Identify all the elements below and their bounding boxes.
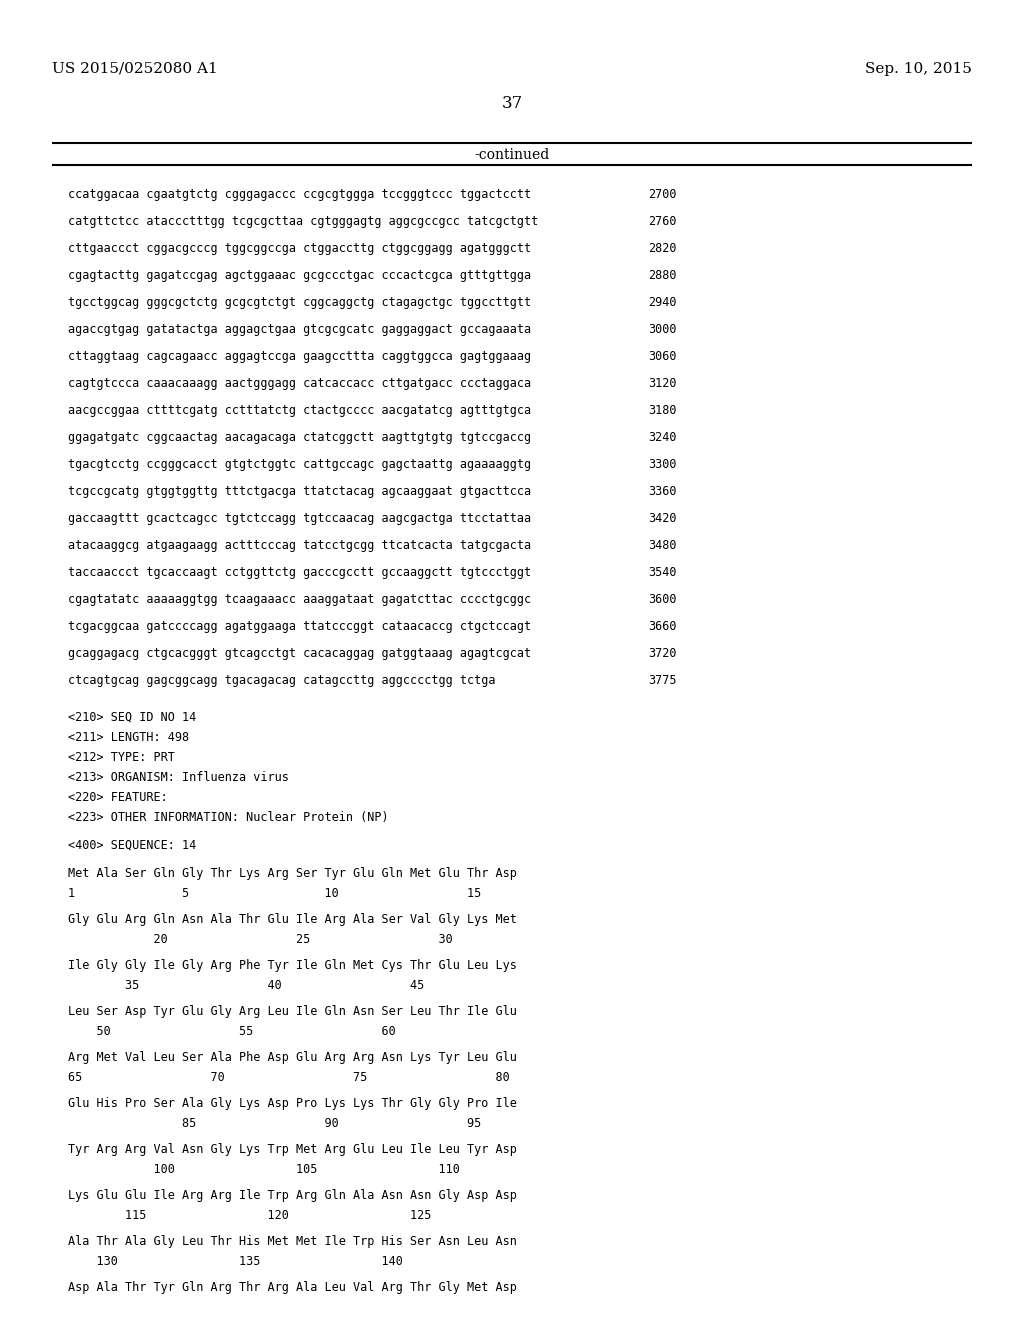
- Text: <220> FEATURE:: <220> FEATURE:: [68, 791, 168, 804]
- Text: 3000: 3000: [648, 323, 677, 337]
- Text: 20                  25                  30: 20 25 30: [68, 933, 453, 946]
- Text: <210> SEQ ID NO 14: <210> SEQ ID NO 14: [68, 711, 197, 723]
- Text: 3660: 3660: [648, 620, 677, 634]
- Text: <212> TYPE: PRT: <212> TYPE: PRT: [68, 751, 175, 764]
- Text: ggagatgatc cggcaactag aacagacaga ctatcggctt aagttgtgtg tgtccgaccg: ggagatgatc cggcaactag aacagacaga ctatcgg…: [68, 432, 531, 444]
- Text: Leu Ser Asp Tyr Glu Gly Arg Leu Ile Gln Asn Ser Leu Thr Ile Glu: Leu Ser Asp Tyr Glu Gly Arg Leu Ile Gln …: [68, 1005, 517, 1018]
- Text: 3240: 3240: [648, 432, 677, 444]
- Text: <213> ORGANISM: Influenza virus: <213> ORGANISM: Influenza virus: [68, 771, 289, 784]
- Text: Met Ala Ser Gln Gly Thr Lys Arg Ser Tyr Glu Gln Met Glu Thr Asp: Met Ala Ser Gln Gly Thr Lys Arg Ser Tyr …: [68, 867, 517, 880]
- Text: 3360: 3360: [648, 484, 677, 498]
- Text: 50                  55                  60: 50 55 60: [68, 1026, 395, 1038]
- Text: tgacgtcctg ccgggcacct gtgtctggtc cattgccagc gagctaattg agaaaaggtg: tgacgtcctg ccgggcacct gtgtctggtc cattgcc…: [68, 458, 531, 471]
- Text: <223> OTHER INFORMATION: Nuclear Protein (NP): <223> OTHER INFORMATION: Nuclear Protein…: [68, 810, 389, 824]
- Text: 65                  70                  75                  80: 65 70 75 80: [68, 1071, 510, 1084]
- Text: 2820: 2820: [648, 242, 677, 255]
- Text: 115                 120                 125: 115 120 125: [68, 1209, 431, 1222]
- Text: 85                  90                  95: 85 90 95: [68, 1117, 481, 1130]
- Text: Arg Met Val Leu Ser Ala Phe Asp Glu Arg Arg Asn Lys Tyr Leu Glu: Arg Met Val Leu Ser Ala Phe Asp Glu Arg …: [68, 1051, 517, 1064]
- Text: cgagtatatc aaaaaggtgg tcaagaaacc aaaggataat gagatcttac cccctgcggc: cgagtatatc aaaaaggtgg tcaagaaacc aaaggat…: [68, 593, 531, 606]
- Text: tcgccgcatg gtggtggttg tttctgacga ttatctacag agcaaggaat gtgacttcca: tcgccgcatg gtggtggttg tttctgacga ttatcta…: [68, 484, 531, 498]
- Text: cgagtacttg gagatccgag agctggaaac gcgccctgac cccactcgca gtttgttgga: cgagtacttg gagatccgag agctggaaac gcgccct…: [68, 269, 531, 282]
- Text: 35                  40                  45: 35 40 45: [68, 979, 424, 993]
- Text: Lys Glu Glu Ile Arg Arg Ile Trp Arg Gln Ala Asn Asn Gly Asp Asp: Lys Glu Glu Ile Arg Arg Ile Trp Arg Gln …: [68, 1189, 517, 1203]
- Text: 130                 135                 140: 130 135 140: [68, 1255, 402, 1269]
- Text: 3180: 3180: [648, 404, 677, 417]
- Text: gcaggagacg ctgcacgggt gtcagcctgt cacacaggag gatggtaaag agagtcgcat: gcaggagacg ctgcacgggt gtcagcctgt cacacag…: [68, 647, 531, 660]
- Text: <400> SEQUENCE: 14: <400> SEQUENCE: 14: [68, 840, 197, 851]
- Text: ccatggacaa cgaatgtctg cgggagaccc ccgcgtggga tccgggtccc tggactcctt: ccatggacaa cgaatgtctg cgggagaccc ccgcgtg…: [68, 187, 531, 201]
- Text: ctcagtgcag gagcggcagg tgacagacag catagccttg aggcccctgg tctga: ctcagtgcag gagcggcagg tgacagacag catagcc…: [68, 675, 496, 686]
- Text: tgcctggcag gggcgctctg gcgcgtctgt cggcaggctg ctagagctgc tggccttgtt: tgcctggcag gggcgctctg gcgcgtctgt cggcagg…: [68, 296, 531, 309]
- Text: taccaaccct tgcaccaagt cctggttctg gacccgcctt gccaaggctt tgtccctggt: taccaaccct tgcaccaagt cctggttctg gacccgc…: [68, 566, 531, 579]
- Text: 2700: 2700: [648, 187, 677, 201]
- Text: 3120: 3120: [648, 378, 677, 389]
- Text: -continued: -continued: [474, 148, 550, 162]
- Text: Ile Gly Gly Ile Gly Arg Phe Tyr Ile Gln Met Cys Thr Glu Leu Lys: Ile Gly Gly Ile Gly Arg Phe Tyr Ile Gln …: [68, 960, 517, 972]
- Text: cttgaaccct cggacgcccg tggcggccga ctggaccttg ctggcggagg agatgggctt: cttgaaccct cggacgcccg tggcggccga ctggacc…: [68, 242, 531, 255]
- Text: 1               5                   10                  15: 1 5 10 15: [68, 887, 481, 900]
- Text: 3540: 3540: [648, 566, 677, 579]
- Text: US 2015/0252080 A1: US 2015/0252080 A1: [52, 62, 218, 77]
- Text: agaccgtgag gatatactga aggagctgaa gtcgcgcatc gaggaggact gccagaaata: agaccgtgag gatatactga aggagctgaa gtcgcgc…: [68, 323, 531, 337]
- Text: 3600: 3600: [648, 593, 677, 606]
- Text: 100                 105                 110: 100 105 110: [68, 1163, 460, 1176]
- Text: 3420: 3420: [648, 512, 677, 525]
- Text: Sep. 10, 2015: Sep. 10, 2015: [865, 62, 972, 77]
- Text: Glu His Pro Ser Ala Gly Lys Asp Pro Lys Lys Thr Gly Gly Pro Ile: Glu His Pro Ser Ala Gly Lys Asp Pro Lys …: [68, 1097, 517, 1110]
- Text: 37: 37: [502, 95, 522, 112]
- Text: Ala Thr Ala Gly Leu Thr His Met Met Ile Trp His Ser Asn Leu Asn: Ala Thr Ala Gly Leu Thr His Met Met Ile …: [68, 1236, 517, 1247]
- Text: Asp Ala Thr Tyr Gln Arg Thr Arg Ala Leu Val Arg Thr Gly Met Asp: Asp Ala Thr Tyr Gln Arg Thr Arg Ala Leu …: [68, 1280, 517, 1294]
- Text: atacaaggcg atgaagaagg actttcccag tatcctgcgg ttcatcacta tatgcgacta: atacaaggcg atgaagaagg actttcccag tatcctg…: [68, 539, 531, 552]
- Text: catgttctcc ataccctttgg tcgcgcttaa cgtgggagtg aggcgccgcc tatcgctgtt: catgttctcc ataccctttgg tcgcgcttaa cgtggg…: [68, 215, 539, 228]
- Text: tcgacggcaa gatccccagg agatggaaga ttatcccggt cataacaccg ctgctccagt: tcgacggcaa gatccccagg agatggaaga ttatccc…: [68, 620, 531, 634]
- Text: aacgccggaa cttttcgatg cctttatctg ctactgcccc aacgatatcg agtttgtgca: aacgccggaa cttttcgatg cctttatctg ctactgc…: [68, 404, 531, 417]
- Text: 3480: 3480: [648, 539, 677, 552]
- Text: cttaggtaag cagcagaacc aggagtccga gaagccttta caggtggcca gagtggaaag: cttaggtaag cagcagaacc aggagtccga gaagcct…: [68, 350, 531, 363]
- Text: 2880: 2880: [648, 269, 677, 282]
- Text: Gly Glu Arg Gln Asn Ala Thr Glu Ile Arg Ala Ser Val Gly Lys Met: Gly Glu Arg Gln Asn Ala Thr Glu Ile Arg …: [68, 913, 517, 927]
- Text: 3775: 3775: [648, 675, 677, 686]
- Text: 2760: 2760: [648, 215, 677, 228]
- Text: gaccaagttt gcactcagcc tgtctccagg tgtccaacag aagcgactga ttcctattaa: gaccaagttt gcactcagcc tgtctccagg tgtccaa…: [68, 512, 531, 525]
- Text: Tyr Arg Arg Val Asn Gly Lys Trp Met Arg Glu Leu Ile Leu Tyr Asp: Tyr Arg Arg Val Asn Gly Lys Trp Met Arg …: [68, 1143, 517, 1156]
- Text: 3300: 3300: [648, 458, 677, 471]
- Text: 3720: 3720: [648, 647, 677, 660]
- Text: 3060: 3060: [648, 350, 677, 363]
- Text: 2940: 2940: [648, 296, 677, 309]
- Text: <211> LENGTH: 498: <211> LENGTH: 498: [68, 731, 189, 744]
- Text: cagtgtccca caaacaaagg aactgggagg catcaccacc cttgatgacc ccctaggaca: cagtgtccca caaacaaagg aactgggagg catcacc…: [68, 378, 531, 389]
